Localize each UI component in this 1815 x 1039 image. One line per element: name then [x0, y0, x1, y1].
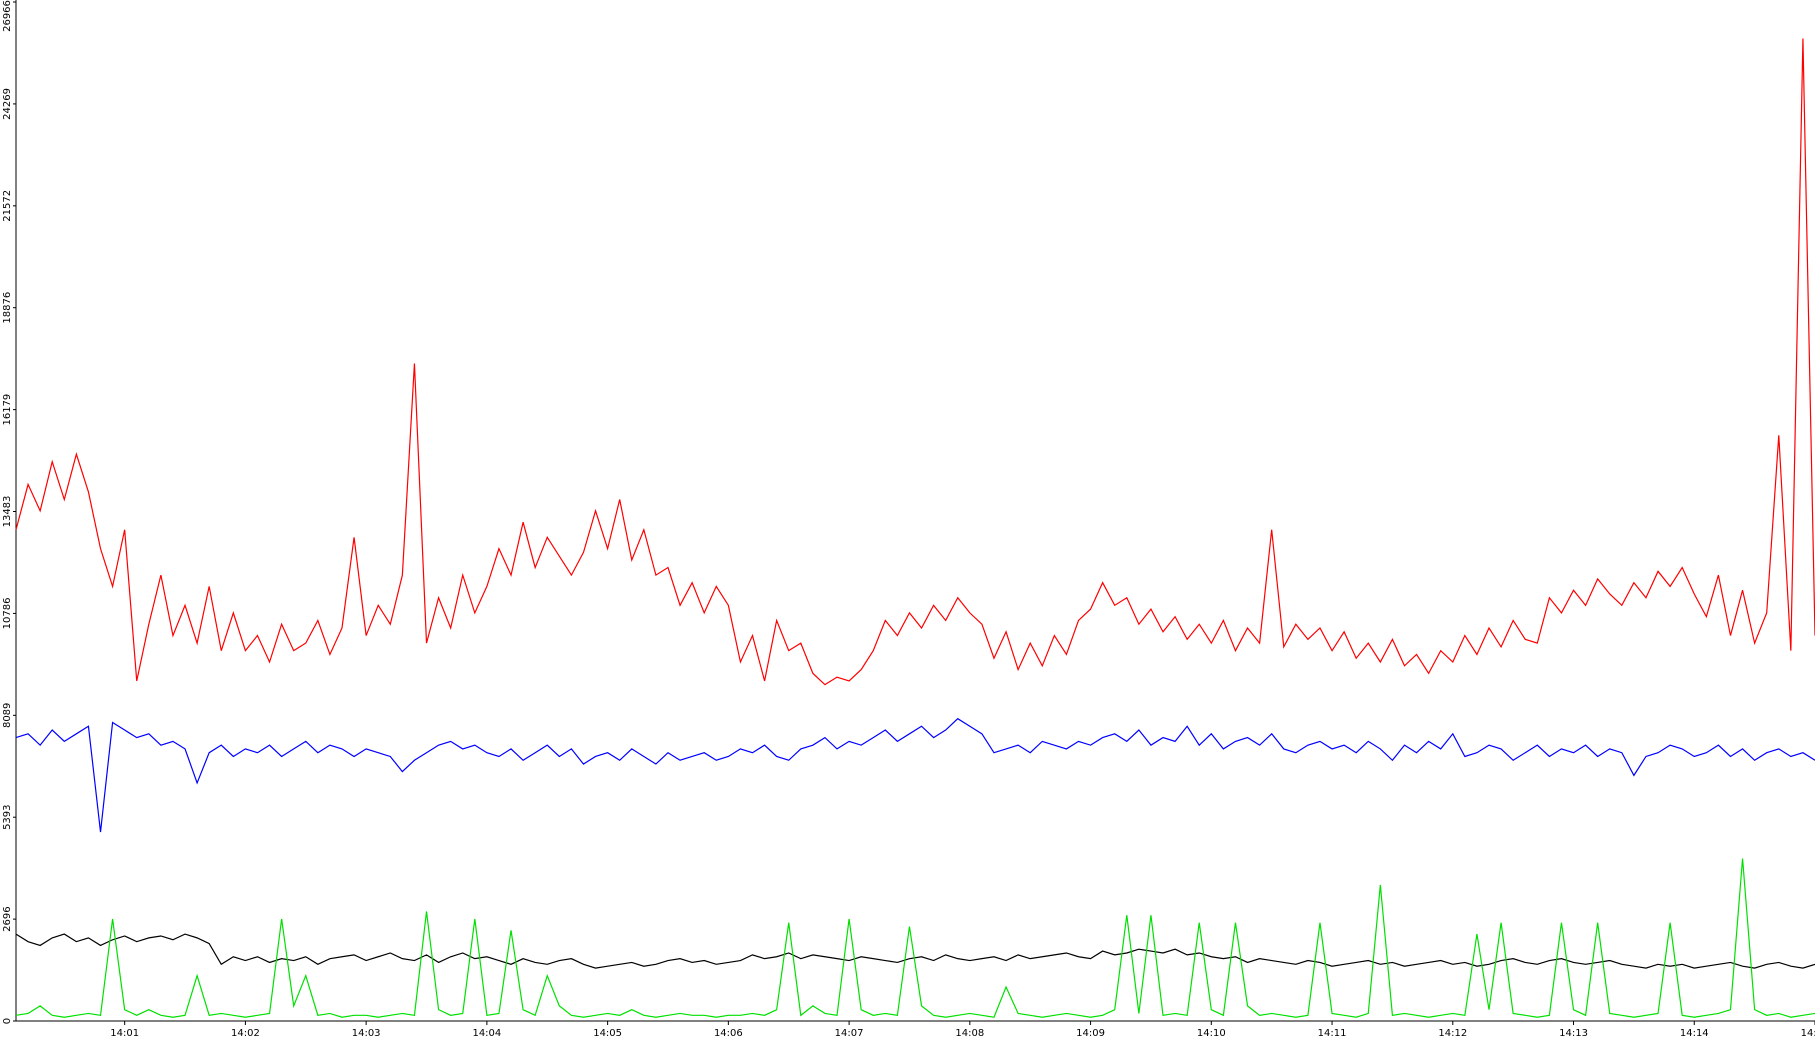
- series-line: [15, 38, 1815, 686]
- x-tick-label: 14:15: [1801, 1028, 1815, 1039]
- series-line: [15, 858, 1815, 1018]
- y-tick-label: 10786: [2, 598, 13, 630]
- x-tick-label: 14:03: [352, 1028, 381, 1039]
- x-tick-label: 14:13: [1559, 1028, 1588, 1039]
- x-tick-label: 14:14: [1680, 1028, 1709, 1039]
- x-tick-label: 14:06: [714, 1028, 743, 1039]
- y-tick-label: 8089: [2, 703, 13, 728]
- x-tick-label: 14:05: [593, 1028, 622, 1039]
- series-line: [15, 933, 1815, 969]
- y-tick-label: 2696: [2, 906, 13, 931]
- y-tick-label: 26966: [2, 0, 13, 32]
- series-line: [15, 717, 1815, 833]
- y-tick-label: 16179: [2, 394, 13, 426]
- x-tick-label: 14:11: [1318, 1028, 1347, 1039]
- x-tick-label: 14:01: [110, 1028, 139, 1039]
- x-tick-label: 14:07: [835, 1028, 864, 1039]
- y-tick-label: 21572: [2, 190, 13, 222]
- x-tick-label: 14:04: [472, 1028, 501, 1039]
- y-tick-label: 13483: [2, 496, 13, 528]
- y-tick-label: 5393: [2, 804, 13, 829]
- x-tick-label: 14:09: [1076, 1028, 1105, 1039]
- x-tick-label: 14:08: [955, 1028, 984, 1039]
- x-tick-label: 14:12: [1438, 1028, 1467, 1039]
- y-tick-label: 0: [2, 1018, 13, 1024]
- x-tick-label: 14:10: [1197, 1028, 1226, 1039]
- x-tick-label: 14:02: [231, 1028, 260, 1039]
- y-tick-label: 18876: [2, 292, 13, 324]
- y-tick-label: 24269: [2, 88, 13, 120]
